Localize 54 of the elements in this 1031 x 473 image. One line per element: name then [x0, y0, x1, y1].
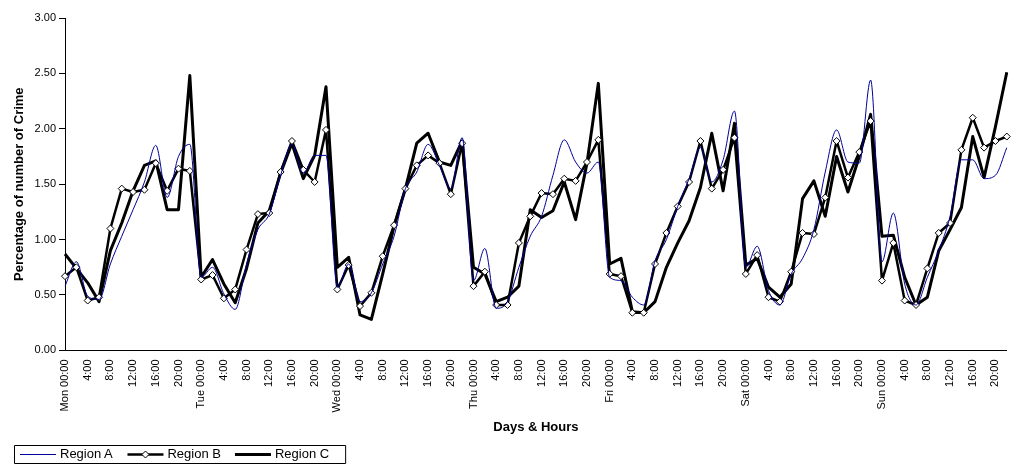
x-tick-label: 20:00: [443, 359, 456, 387]
x-tick-label: 12:00: [670, 359, 683, 387]
x-tick-label: 16:00: [829, 359, 842, 387]
x-tick-label: 20:00: [171, 359, 184, 387]
x-tick-label: 8:00: [784, 359, 797, 381]
y-tick-label: 0.50: [34, 288, 57, 301]
y-axis-title: Percentage of number of Crime: [11, 87, 27, 281]
x-tick-label: 12:00: [398, 359, 411, 387]
x-tick-label: 8:00: [511, 359, 524, 381]
x-tick-label: 8:00: [648, 359, 661, 381]
x-tick-label: 4:00: [80, 359, 93, 381]
x-tick-label: 20:00: [852, 359, 865, 387]
x-tick-label: 16:00: [284, 359, 297, 387]
x-tick-label: 4:00: [489, 359, 502, 381]
x-tick-label: 8:00: [103, 359, 116, 381]
x-tick-label: Wed 00:00: [330, 359, 343, 413]
x-tick-label: 4:00: [625, 359, 638, 381]
legend-label: Region B: [167, 446, 221, 462]
x-tick-label: 4:00: [897, 359, 910, 381]
x-tick-label: 20:00: [307, 359, 320, 387]
x-tick-label: Sat 00:00: [738, 359, 751, 407]
x-tick-label: 8:00: [239, 359, 252, 381]
x-tick-label: 16:00: [421, 359, 434, 387]
x-tick-label: 12:00: [943, 359, 956, 387]
x-tick-label: 12:00: [806, 359, 819, 387]
x-tick-label: 16:00: [693, 359, 706, 387]
x-tick-label: 4:00: [353, 359, 366, 381]
y-tick-label: 3.00: [34, 11, 57, 24]
x-tick-label: 16:00: [148, 359, 161, 387]
x-tick-label: Fri 00:00: [602, 359, 615, 403]
x-tick-label: Mon 00:00: [58, 359, 71, 412]
x-tick-label: 12:00: [126, 359, 139, 387]
x-tick-label: 4:00: [216, 359, 229, 381]
x-tick-label: 16:00: [965, 359, 978, 387]
y-tick-label: 0.00: [34, 343, 57, 356]
x-tick-label: 4:00: [761, 359, 774, 381]
legend-label: Region C: [274, 446, 330, 462]
x-tick-label: 8:00: [375, 359, 388, 381]
legend-label: Region A: [60, 446, 114, 462]
x-tick-label: 20:00: [716, 359, 729, 387]
y-tick-label: 1.50: [34, 177, 57, 190]
y-tick-label: 2.50: [34, 66, 57, 79]
y-tick-label: 2.00: [34, 121, 57, 134]
x-axis-title: Days & Hours: [493, 418, 579, 434]
y-tick-label: 1.00: [34, 232, 57, 245]
x-tick-label: 20:00: [988, 359, 1001, 387]
x-tick-label: Tue 00:00: [194, 359, 207, 409]
x-tick-label: 12:00: [262, 359, 275, 387]
x-tick-label: Thu 00:00: [466, 359, 479, 409]
x-tick-label: 16:00: [557, 359, 570, 387]
x-tick-label: 12:00: [534, 359, 547, 387]
x-tick-label: Sun 00:00: [875, 359, 888, 410]
x-tick-label: 8:00: [920, 359, 933, 381]
x-tick-label: 20:00: [580, 359, 592, 387]
